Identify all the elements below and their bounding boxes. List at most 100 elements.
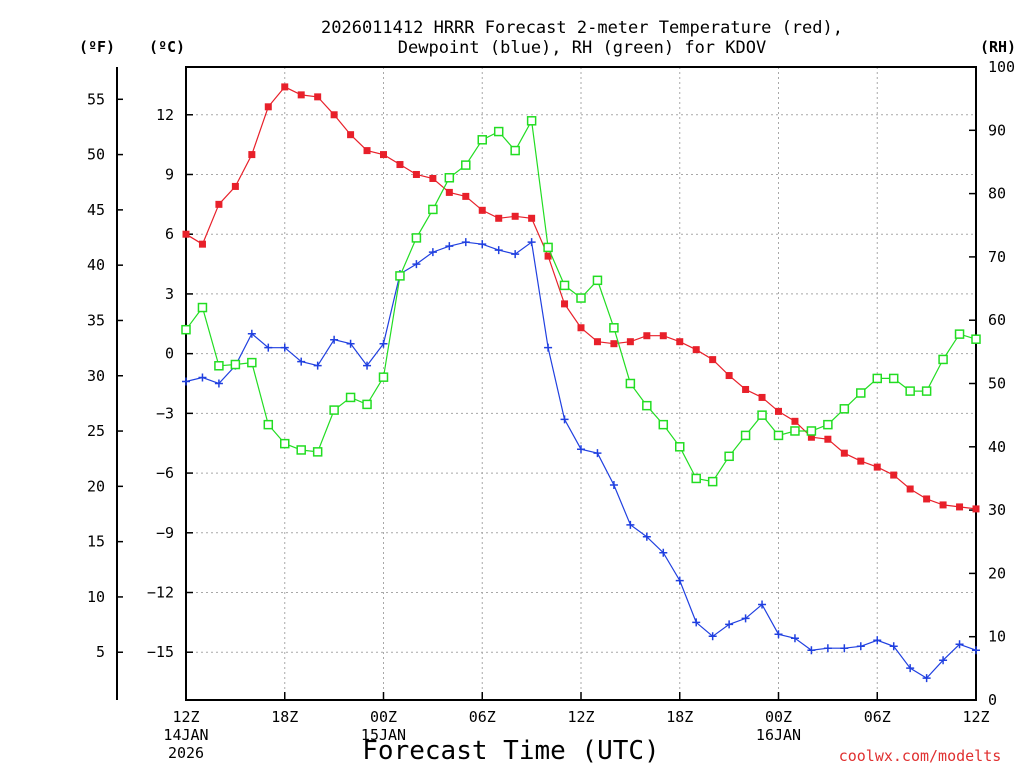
x-tick-label: 12Z (172, 708, 199, 726)
temperature-point (791, 417, 799, 425)
dewpoint-point (609, 481, 618, 490)
temperature-point (495, 214, 503, 222)
rh-point (197, 302, 208, 313)
temperature-point (890, 471, 898, 479)
temperature-point (215, 200, 223, 208)
dewpoint-point (247, 329, 256, 338)
rh-point (493, 126, 504, 137)
temperature-point (593, 338, 601, 346)
temperature-point (659, 332, 667, 340)
dewpoint-point (889, 642, 898, 651)
rh-unit-label: (RH) (980, 38, 1016, 56)
x-tick-date-label: 14JAN (163, 726, 208, 744)
rh-point (773, 430, 784, 441)
temperature-point (445, 188, 453, 196)
celsius-tick-label: 12 (156, 106, 174, 124)
temperature-point (626, 338, 634, 346)
temperature-point (610, 340, 618, 348)
rh-point (839, 404, 850, 414)
celsius-tick-label: 3 (165, 285, 174, 303)
rh-point (675, 442, 685, 452)
rh-point (263, 419, 274, 430)
fahrenheit-tick-label: 45 (87, 201, 105, 219)
fahrenheit-unit-label: (ºF) (79, 38, 115, 56)
credit-label: coolwx.com/modelts (839, 747, 1002, 765)
rh-point (757, 410, 767, 420)
rh-point (724, 451, 734, 462)
fahrenheit-tick-label: 25 (87, 422, 105, 440)
dewpoint-point (412, 260, 421, 269)
temperature-point (923, 495, 931, 503)
dewpoint-point (264, 343, 273, 352)
celsius-tick-label: 0 (165, 345, 174, 363)
celsius-tick-label: −3 (156, 404, 174, 422)
celsius-tick-label: 6 (165, 225, 174, 243)
celsius-tick-label: −9 (156, 524, 174, 542)
dewpoint-point (626, 520, 635, 529)
dewpoint-point (725, 620, 734, 629)
temperature-point (676, 338, 684, 346)
rh-point (707, 476, 718, 487)
temperature-point (528, 214, 536, 222)
rh-point (510, 145, 520, 156)
rh-point (296, 445, 306, 455)
rh-point (477, 135, 487, 145)
fahrenheit-tick-label: 30 (87, 367, 105, 385)
dewpoint-point (692, 618, 701, 627)
rh-tick-label: 0 (988, 691, 997, 709)
rh-point (691, 473, 701, 484)
celsius-unit-label: (ºC) (149, 38, 185, 56)
rh-point (559, 280, 570, 291)
dewpoint-point (790, 634, 799, 643)
x-tick-year-label: 2026 (168, 744, 204, 762)
temperature-point (643, 332, 651, 340)
dewpoint-point (182, 377, 190, 386)
temperature-point (939, 501, 947, 509)
dewpoint-point (708, 632, 717, 641)
dewpoint-point (577, 445, 585, 454)
temperature-point (840, 449, 848, 457)
x-tick-date-label: 15JAN (361, 726, 406, 744)
dewpoint-point (544, 343, 553, 352)
temperature-point (198, 240, 206, 248)
temperature-point (347, 131, 355, 139)
dewpoint-point (807, 646, 816, 655)
temperature-point (380, 151, 387, 159)
temperature-point (297, 91, 305, 99)
x-tick-label: 06Z (864, 708, 891, 726)
dewpoint-point (741, 614, 750, 623)
rh-point (312, 447, 323, 457)
rh-point (609, 323, 619, 333)
dewpoint-point (527, 238, 536, 247)
rh-point (740, 430, 751, 441)
fahrenheit-tick-label: 40 (87, 256, 105, 274)
fahrenheit-tick-label: 35 (87, 311, 105, 329)
rh-point (806, 426, 817, 436)
temperature-point (429, 174, 437, 182)
rh-point (872, 373, 882, 384)
temperature-point (182, 230, 190, 238)
dewpoint-point (280, 343, 289, 352)
rh-point (888, 373, 899, 384)
series-layer (181, 83, 981, 683)
temperature-point (281, 83, 289, 91)
temperature-point (561, 300, 569, 308)
dewpoint-point (428, 248, 437, 257)
dewpoint-point (445, 242, 454, 251)
temperature-point (956, 503, 964, 511)
rh-point (181, 324, 191, 335)
rh-point (395, 271, 405, 281)
rh-point (247, 357, 257, 368)
temperature-point (857, 457, 865, 465)
rh-point (329, 405, 339, 415)
rh-point (938, 354, 948, 365)
temperature-point (873, 463, 881, 471)
dewpoint-point (593, 449, 602, 458)
rh-point (625, 378, 636, 389)
x-tick-date-label: 16JAN (756, 726, 801, 744)
temperature-point (775, 407, 782, 415)
rh-tick-label: 60 (988, 311, 1006, 329)
celsius-tick-label: 9 (165, 165, 174, 183)
rh-point (592, 275, 603, 286)
